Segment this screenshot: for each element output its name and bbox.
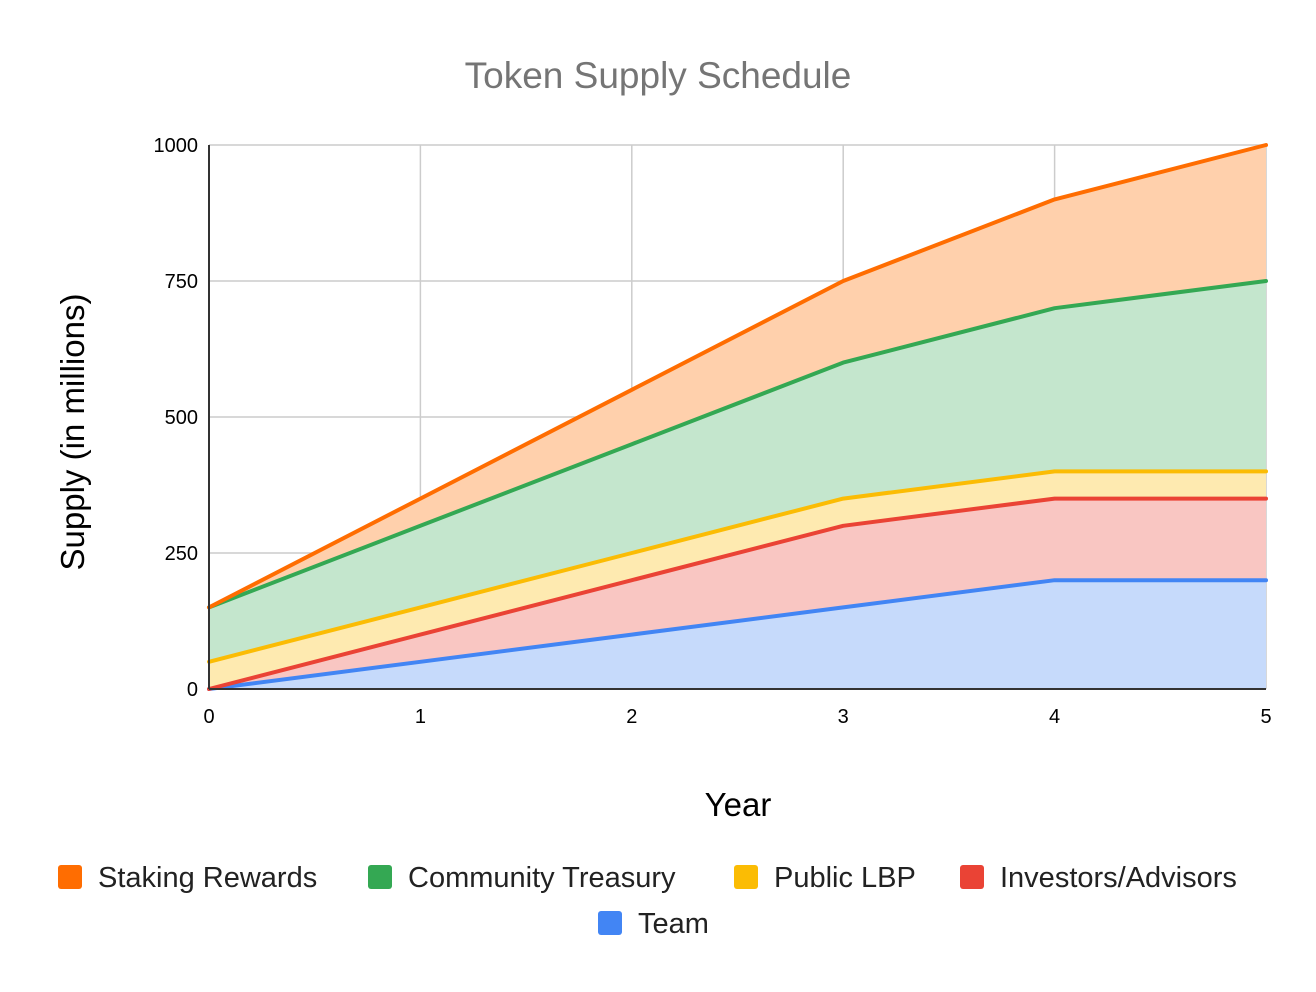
legend-swatch bbox=[598, 911, 622, 935]
legend: Staking Rewards Community Treasury Public … bbox=[58, 862, 1237, 940]
y-tick-labels: 0 250 500 750 1000 bbox=[154, 135, 199, 701]
x-tick-labels: 0 1 2 3 4 5 bbox=[203, 706, 1271, 728]
y-tick-label: 750 bbox=[165, 271, 198, 293]
x-tick-label: 4 bbox=[1049, 706, 1060, 728]
legend-label: Community Treasury bbox=[408, 862, 676, 894]
area-team bbox=[209, 580, 1266, 689]
area-staking-rewards bbox=[209, 145, 1266, 608]
line-team bbox=[207, 578, 1268, 691]
legend-item: Community Treasury bbox=[368, 862, 676, 894]
line-community-treasury bbox=[207, 279, 1268, 610]
legend-item: Team bbox=[598, 908, 709, 940]
area-public-lbp bbox=[209, 471, 1266, 689]
legend-swatch bbox=[960, 865, 984, 889]
legend-swatch bbox=[58, 865, 82, 889]
line-staking-rewards bbox=[207, 143, 1268, 610]
y-tick-label: 500 bbox=[165, 407, 198, 429]
x-tick-label: 3 bbox=[838, 706, 849, 728]
line-public-lbp bbox=[207, 469, 1268, 664]
area-investors-advisors bbox=[209, 498, 1266, 689]
legend-swatch bbox=[734, 865, 758, 889]
axes bbox=[208, 145, 1266, 690]
area-community-treasury bbox=[209, 281, 1266, 662]
y-tick-label: 1000 bbox=[154, 135, 199, 157]
series-lines bbox=[207, 143, 1268, 691]
x-axis-title: Year bbox=[705, 786, 772, 823]
y-tick-label: 250 bbox=[165, 543, 198, 565]
legend-item: Public LBP bbox=[734, 862, 916, 894]
y-tick-label: 0 bbox=[187, 679, 198, 701]
legend-label: Public LBP bbox=[774, 862, 916, 894]
area-fills bbox=[209, 145, 1266, 689]
legend-swatch bbox=[368, 865, 392, 889]
x-tick-label: 0 bbox=[203, 706, 214, 728]
x-tick-label: 1 bbox=[415, 706, 426, 728]
x-tick-label: 5 bbox=[1260, 706, 1271, 728]
legend-label: Investors/Advisors bbox=[1000, 862, 1237, 894]
legend-label: Team bbox=[638, 908, 709, 940]
x-tick-label: 2 bbox=[626, 706, 637, 728]
legend-label: Staking Rewards bbox=[98, 862, 317, 894]
chart-title: Token Supply Schedule bbox=[465, 55, 852, 96]
legend-item: Investors/Advisors bbox=[960, 862, 1237, 894]
legend-item: Staking Rewards bbox=[58, 862, 317, 894]
y-axis-title: Supply (in millions) bbox=[54, 294, 91, 571]
line-investors-advisors bbox=[207, 496, 1268, 691]
